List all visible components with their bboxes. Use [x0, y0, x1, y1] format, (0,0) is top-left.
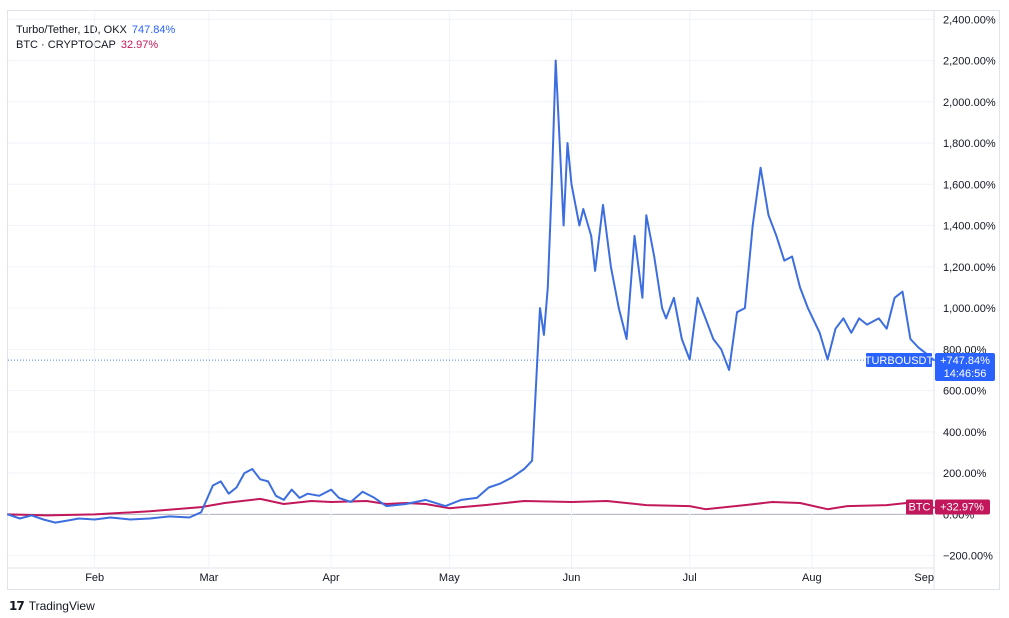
series-lines — [7, 59, 935, 524]
series-line-turbousdt — [7, 59, 935, 524]
y-tick-label: −200.00% — [943, 551, 993, 563]
y-tick-label: 600.00% — [943, 386, 987, 398]
x-tick-label: Sep — [914, 572, 934, 584]
x-tick-label: Apr — [323, 572, 340, 584]
y-tick-label: 2,000.00% — [943, 97, 996, 109]
legend-btc-label: BTC · CRYPTOCAP — [16, 39, 116, 51]
x-tick-label: Jun — [563, 572, 581, 584]
x-tick-label: Aug — [802, 572, 822, 584]
y-tick-label: 200.00% — [943, 468, 987, 480]
price-badge-value: +32.97% — [940, 502, 984, 514]
legend-row-turbo[interactable]: Turbo/Tether, 1D, OKX 747.84% — [16, 23, 175, 38]
tradingview-name: TradingView — [28, 599, 95, 613]
price-badge-value: +747.84% — [940, 355, 990, 367]
price-badges: TURBOUSDT +747.84%14:46:56 BTC +32.97% — [865, 353, 995, 515]
tradingview-logo[interactable]: 17 TradingView — [9, 597, 95, 615]
tradingview-mark-icon: 17 — [9, 599, 25, 613]
series-name-badge-turbousdt — [866, 353, 932, 368]
y-tick-label: 1,200.00% — [943, 262, 996, 274]
chart-legend: Turbo/Tether, 1D, OKX 747.84% BTC · CRYPT… — [16, 23, 175, 53]
price-badge-btc — [935, 499, 990, 515]
price-badge-time: 14:46:56 — [944, 368, 987, 380]
y-tick-label: 1,000.00% — [943, 303, 996, 315]
series-name-badge-text: TURBOUSDT — [865, 355, 934, 367]
y-axis: −200.00%0.00%200.00%400.00%600.00%800.00… — [943, 14, 996, 562]
y-tick-label: 400.00% — [943, 427, 987, 439]
x-axis: Feb Mar Apr May Jun Jul Aug Sep — [85, 572, 934, 584]
series-name-badge-btc — [906, 499, 933, 515]
series-name-badge-text: BTC — [909, 502, 931, 514]
price-badge-turbousdt — [935, 353, 995, 382]
y-tick-label: 2,400.00% — [943, 14, 996, 26]
x-tick-label: Mar — [199, 572, 218, 584]
x-tick-label: Jul — [683, 572, 697, 584]
x-tick-label: Feb — [85, 572, 104, 584]
legend-turbo-label: Turbo/Tether, 1D, OKX — [16, 24, 127, 36]
grid-lines — [8, 11, 935, 590]
legend-turbo-value: 747.84% — [131, 24, 176, 36]
y-tick-label: 2,200.00% — [943, 56, 996, 68]
chart-frame — [7, 10, 1000, 590]
series-line-btc — [7, 497, 935, 517]
y-tick-label: 1,400.00% — [943, 221, 996, 233]
legend-btc-value: 32.97% — [120, 39, 159, 51]
x-tick-label: May — [439, 572, 460, 584]
y-tick-label: 1,600.00% — [943, 179, 996, 191]
y-tick-label: 1,800.00% — [943, 138, 996, 150]
legend-row-btc[interactable]: BTC · CRYPTOCAP 32.97% — [16, 38, 175, 53]
